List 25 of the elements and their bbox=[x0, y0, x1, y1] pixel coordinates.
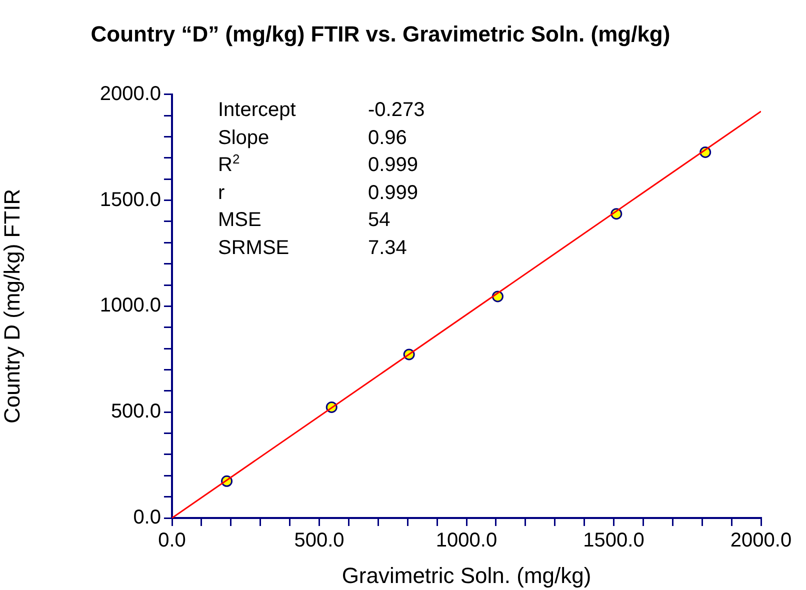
annotation: MSE bbox=[218, 208, 262, 233]
y-tick-label: 0.0 bbox=[133, 506, 161, 529]
x-tick-label: 1000.0 bbox=[436, 530, 498, 552]
annotation: 7.34 bbox=[368, 236, 408, 260]
x-tick-label: 2000.0 bbox=[730, 530, 792, 552]
y-tick-label: 2000.0 bbox=[100, 82, 161, 105]
annotation: R$^{2}$ bbox=[218, 151, 241, 178]
annotation: 0.999 bbox=[368, 153, 420, 178]
annotation: Intercept bbox=[218, 98, 297, 123]
annotation: SRMSE bbox=[218, 236, 290, 260]
y-axis-title: Country D (mg/kg) FTIR bbox=[0, 188, 24, 424]
chart-title: Country “D” (mg/kg) FTIR vs. Gravimetric Soln. (mg/kg) bbox=[90, 21, 670, 46]
y-tick-label: 1000.0 bbox=[100, 294, 161, 317]
y-tick-label: 500.0 bbox=[110, 400, 161, 423]
annotation: Slope bbox=[218, 126, 270, 150]
annotation: 0.96 bbox=[368, 126, 408, 150]
annotation: -0.273 bbox=[368, 98, 425, 123]
y-tick-label: 1500.0 bbox=[100, 188, 161, 211]
annotation: r bbox=[218, 180, 226, 206]
x-tick-label: 0.0 bbox=[158, 530, 186, 552]
x-tick-label: 1500.0 bbox=[583, 530, 644, 552]
annotation: 54 bbox=[368, 208, 392, 233]
annotation: 0.999 bbox=[368, 180, 420, 206]
x-tick-label: 500.0 bbox=[294, 530, 344, 552]
x-axis-title: Gravimetric Soln. (mg/kg) bbox=[342, 562, 592, 588]
